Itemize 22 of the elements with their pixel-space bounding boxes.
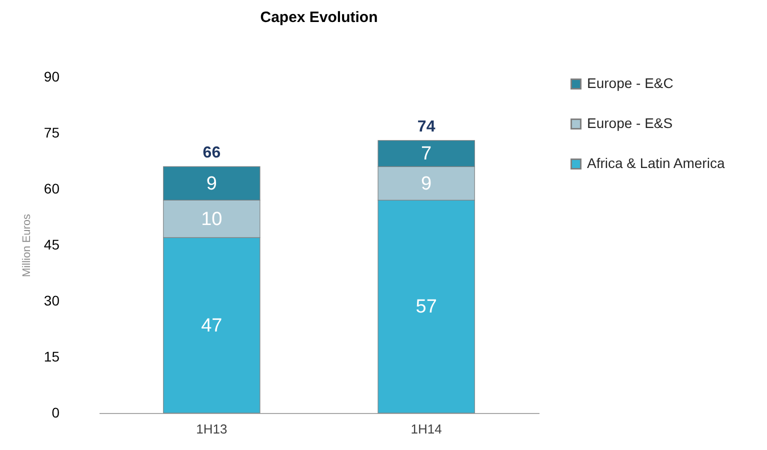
y-tick-label: 60 — [44, 180, 60, 196]
legend-label: Europe - E&S — [587, 115, 673, 131]
y-tick-label: 30 — [44, 292, 60, 308]
x-tick-label: 1H14 — [410, 422, 442, 436]
data-label: 9 — [206, 173, 217, 194]
data-label: 7 — [421, 144, 432, 165]
data-label: 57 — [416, 296, 437, 318]
data-label: 9 — [421, 173, 432, 194]
data-label: 10 — [201, 208, 222, 230]
y-axis-title: Million Euros — [20, 214, 33, 277]
y-tick-label: 0 — [52, 404, 60, 420]
y-tick-label: 45 — [44, 236, 60, 252]
y-tick-label: 75 — [44, 124, 60, 140]
y-tick-label: 15 — [44, 348, 60, 364]
data-label: 47 — [201, 315, 222, 336]
total-label: 66 — [202, 144, 221, 162]
legend-label: Africa & Latin America — [587, 155, 725, 171]
chart-title: Capex Evolution — [260, 9, 378, 26]
x-tick-label: 1H13 — [196, 422, 228, 436]
total-label: 74 — [417, 118, 436, 136]
legend-label: Europe - E&C — [587, 75, 674, 91]
y-tick-label: 90 — [44, 68, 60, 84]
